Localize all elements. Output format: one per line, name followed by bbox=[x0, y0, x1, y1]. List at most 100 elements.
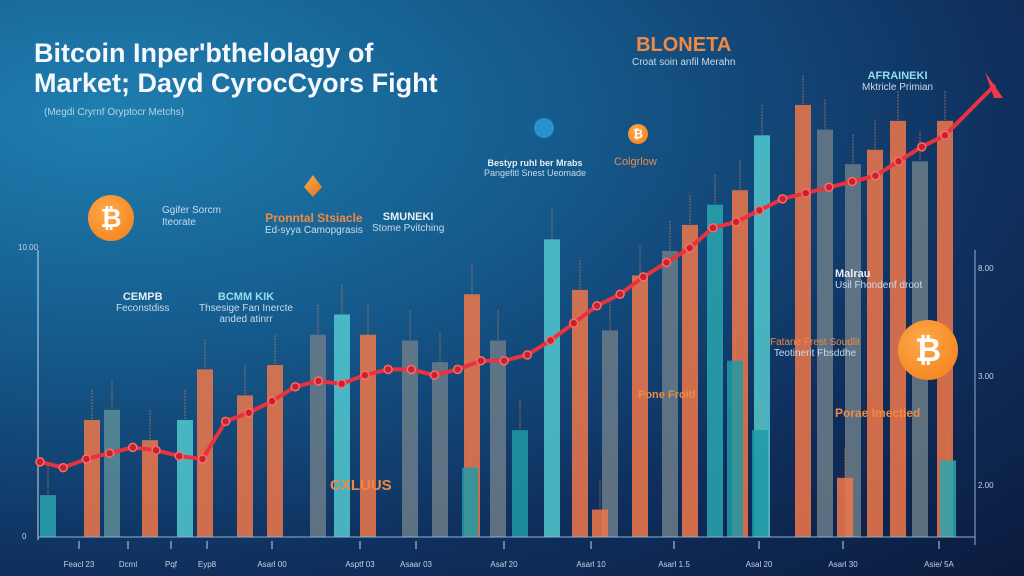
y-tick-right-1: 8.00 bbox=[978, 264, 994, 273]
line-point bbox=[545, 335, 556, 346]
y-tick-left-top: 10.00 bbox=[18, 243, 39, 252]
annotation-body: Ed-syya Camopgrasis bbox=[265, 225, 363, 236]
annotation-pone-froitl: Pone Froitl bbox=[638, 389, 696, 401]
line-point bbox=[708, 223, 718, 233]
line-point bbox=[731, 217, 741, 227]
line-point bbox=[476, 355, 486, 366]
bar bbox=[837, 477, 853, 537]
bar bbox=[432, 362, 448, 537]
x-tick-label: Asarl 30 bbox=[828, 560, 858, 569]
bar bbox=[682, 224, 698, 537]
annotation-cempb: CEMPB Feconstdiss bbox=[116, 291, 169, 314]
line-point bbox=[174, 451, 184, 461]
bar bbox=[707, 204, 723, 537]
x-ticks: Feacl 23 Dcml Pqf Eyp8 Asarl 00 Asptf 03 Asaar… bbox=[64, 541, 955, 569]
annotation-fatane: Fatane Frest Soudlit Teotinerit Fbsddhe bbox=[770, 337, 860, 359]
line-point bbox=[592, 301, 602, 311]
annotation-head: CEMPB bbox=[122, 291, 163, 303]
line-point bbox=[220, 416, 231, 427]
bar bbox=[402, 340, 418, 537]
line-point bbox=[151, 445, 161, 456]
x-tick-label: Asie/ 5A bbox=[924, 560, 954, 569]
bars bbox=[40, 74, 956, 538]
annotation-colgrlow: Colgrlow bbox=[614, 156, 657, 168]
annotation-body: Teotinerit Fbsddhe bbox=[773, 348, 857, 359]
x-tick-label: Eyp8 bbox=[198, 560, 217, 569]
x-tick-label: Asarl 00 bbox=[257, 560, 287, 569]
line-point bbox=[870, 171, 881, 181]
bar bbox=[142, 440, 158, 537]
bar bbox=[602, 330, 618, 537]
bar bbox=[572, 289, 588, 537]
bitcoin-coin-icon: ₿ bbox=[898, 320, 958, 380]
annotation-body: Thsesige Fan Inercte anded atinrr bbox=[199, 303, 293, 325]
annotation-head: Pronntal Stsiacle bbox=[265, 211, 363, 225]
annotation-afrainek: AFRAINEKI Mktricle Primian bbox=[862, 70, 933, 93]
bar bbox=[867, 149, 883, 538]
x-tick-label: Asarl 10 bbox=[576, 560, 606, 569]
line-point bbox=[684, 243, 695, 253]
line-point bbox=[197, 454, 208, 464]
line-point bbox=[638, 272, 649, 282]
line-point bbox=[313, 376, 324, 386]
line-point bbox=[615, 289, 625, 299]
line-point bbox=[128, 442, 138, 453]
title-line-2: Market; Dayd CyrocCyors Fight bbox=[34, 68, 438, 98]
bitcoin-coin-icon: ₿ bbox=[88, 195, 134, 241]
x-tick-label: Asaf 20 bbox=[490, 560, 518, 569]
bar bbox=[360, 334, 376, 537]
y-tick-left-zero: 0 bbox=[22, 532, 27, 541]
annotation-body: Pangefitl Snest Ueomade bbox=[484, 168, 587, 178]
bar bbox=[845, 164, 861, 537]
line-point bbox=[499, 355, 509, 366]
line-point bbox=[336, 379, 347, 389]
bar bbox=[817, 129, 833, 537]
bar bbox=[84, 419, 100, 537]
line-point bbox=[267, 396, 277, 406]
x-tick-label: Asaar 03 bbox=[400, 560, 433, 569]
line-point bbox=[893, 156, 904, 167]
annotation-body: Mktricle Primian bbox=[862, 82, 934, 93]
line-point bbox=[81, 454, 92, 464]
trend-arrow-icon bbox=[985, 72, 1003, 98]
annotation-bestyp: Bestyp ruhl ber Mrabs Pangefitl Snest Ue… bbox=[484, 158, 586, 178]
annotation-smuneki: SMUNEKI Stome Pvitching bbox=[372, 211, 444, 234]
line-point bbox=[661, 257, 672, 268]
x-tick-label: Dcml bbox=[119, 560, 137, 569]
annotation-head: AFRAINEKI bbox=[867, 70, 928, 82]
line-point bbox=[383, 364, 393, 375]
annotation-body: Stome Pvitching bbox=[372, 223, 445, 234]
x-tick-label: Asal 20 bbox=[746, 560, 773, 569]
annotation-cxluus: CXLUUS bbox=[330, 477, 392, 494]
line-point bbox=[801, 188, 811, 198]
line-point bbox=[847, 176, 857, 187]
annotation-head: BCMM KIK bbox=[217, 291, 275, 303]
line-point bbox=[940, 130, 950, 141]
annotation-pronntal: Pronntal Stsiacle Ed-syya Camopgrasis bbox=[265, 211, 363, 236]
line-point bbox=[429, 370, 440, 380]
price-line bbox=[35, 83, 997, 473]
bar bbox=[752, 430, 768, 537]
bar bbox=[267, 365, 283, 537]
title-line-1: Bitcoin Inper'bthelolagy of bbox=[34, 38, 374, 68]
coin-icon: ₿ bbox=[628, 124, 648, 144]
annotation-bcmm: BCMM KIK Thsesige Fan Inercte anded atin… bbox=[196, 291, 296, 325]
page-title: Bitcoin Inper'bthelolagy of Market; Dayd… bbox=[34, 38, 438, 98]
bar bbox=[237, 395, 253, 537]
y-tick-right-2: 3.00 bbox=[978, 372, 994, 381]
bar bbox=[632, 275, 648, 537]
bar bbox=[890, 120, 906, 537]
line-point bbox=[824, 182, 834, 193]
annotation-body: Feconstdiss bbox=[116, 303, 170, 314]
line-point bbox=[290, 381, 301, 392]
annotation-malrau: Malrau Usil Fhondenf droot bbox=[835, 268, 922, 291]
x-tick-label: Pqf bbox=[165, 560, 178, 569]
line-point bbox=[406, 364, 417, 375]
bar bbox=[104, 409, 120, 537]
x-tick-label: Feacl 23 bbox=[64, 560, 95, 569]
line-point bbox=[777, 194, 788, 204]
bar bbox=[40, 495, 56, 537]
bar bbox=[544, 239, 560, 537]
line-point bbox=[35, 457, 45, 467]
